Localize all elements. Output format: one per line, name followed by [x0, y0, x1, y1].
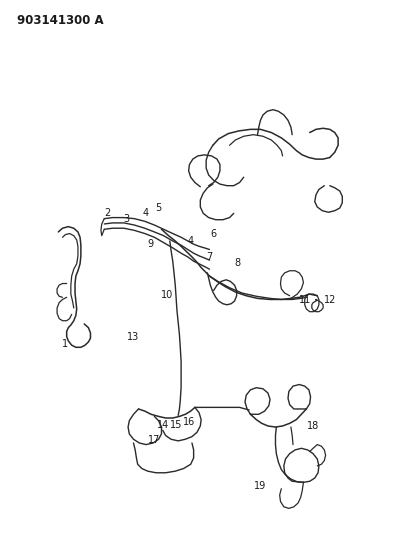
Text: 9: 9 — [147, 239, 153, 248]
Text: 18: 18 — [307, 421, 319, 431]
Text: 14: 14 — [158, 420, 170, 430]
Text: 10: 10 — [161, 289, 173, 300]
Text: 16: 16 — [184, 417, 196, 427]
Text: 1: 1 — [62, 338, 68, 349]
Text: 11: 11 — [300, 295, 312, 305]
Text: 12: 12 — [324, 295, 337, 305]
Text: 3: 3 — [123, 214, 129, 224]
Text: 4: 4 — [188, 236, 194, 246]
Text: 4: 4 — [143, 208, 149, 219]
Text: 7: 7 — [207, 252, 212, 262]
Text: 903141300 A: 903141300 A — [18, 14, 104, 27]
Text: 13: 13 — [127, 332, 140, 342]
Text: 2: 2 — [104, 208, 110, 219]
Text: 5: 5 — [155, 203, 162, 213]
Text: 19: 19 — [253, 481, 266, 491]
Text: 17: 17 — [148, 435, 160, 445]
Text: 6: 6 — [211, 229, 217, 239]
Text: 8: 8 — [235, 259, 241, 268]
Text: 15: 15 — [170, 420, 182, 430]
